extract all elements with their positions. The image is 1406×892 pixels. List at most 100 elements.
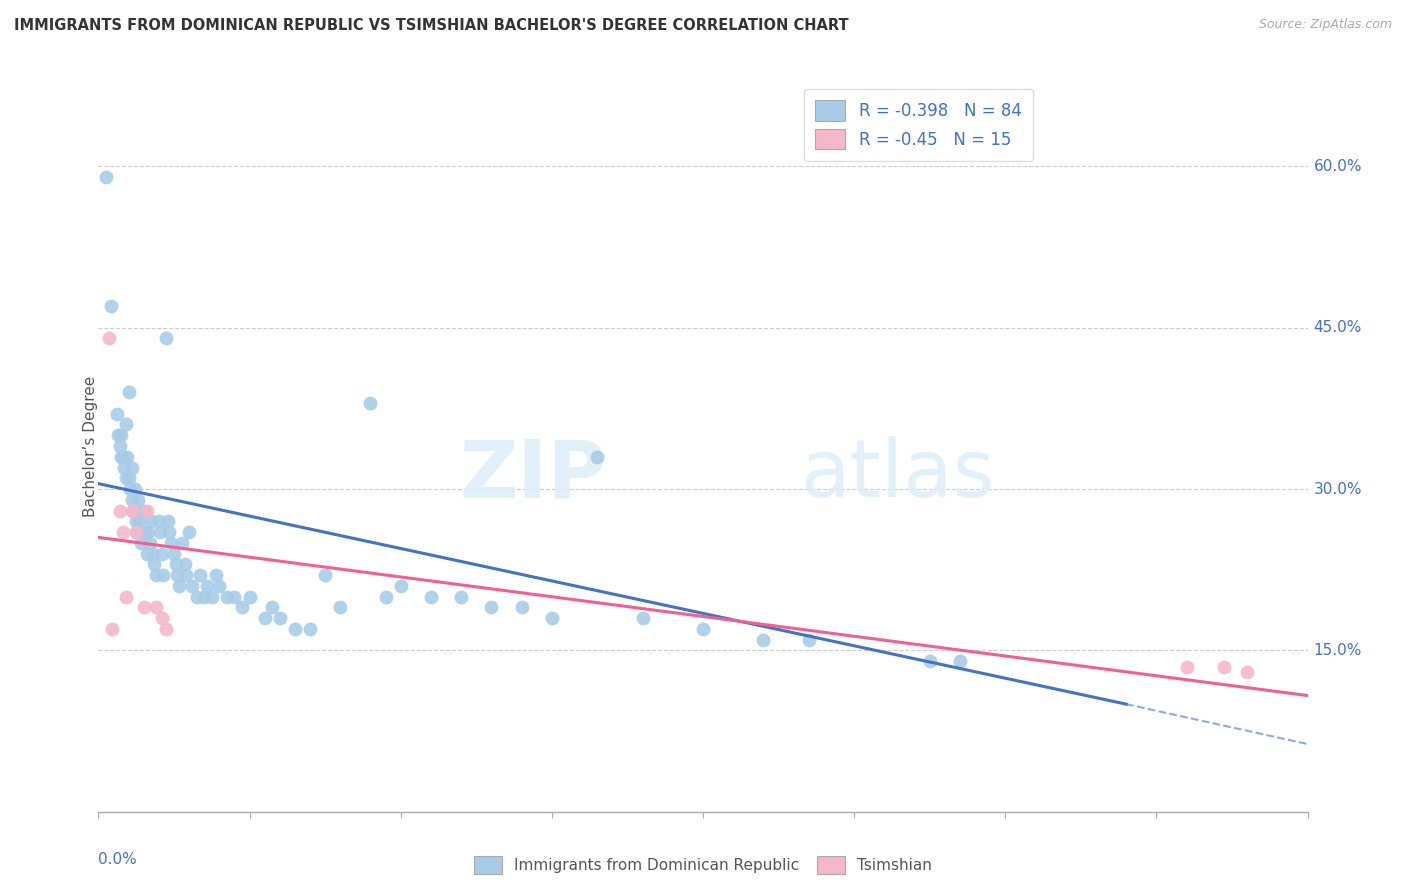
Text: 60.0%: 60.0% xyxy=(1313,159,1362,174)
Point xyxy=(150,611,173,625)
Point xyxy=(1175,659,1198,673)
Point xyxy=(797,632,820,647)
Point xyxy=(193,590,215,604)
Point xyxy=(239,590,262,604)
Point xyxy=(949,654,972,668)
Point xyxy=(149,524,172,539)
Point xyxy=(284,622,307,636)
Text: atlas: atlas xyxy=(800,436,994,515)
Point xyxy=(208,579,231,593)
Text: ZIP: ZIP xyxy=(458,436,606,515)
Point xyxy=(125,524,148,539)
Text: 0.0%: 0.0% xyxy=(98,852,138,867)
Point xyxy=(692,622,714,636)
Point xyxy=(115,450,138,464)
Point xyxy=(100,299,122,313)
Point xyxy=(231,600,253,615)
Point xyxy=(918,654,941,668)
Point xyxy=(155,622,177,636)
Point xyxy=(177,524,201,539)
Point xyxy=(167,579,190,593)
Point xyxy=(201,590,224,604)
Point xyxy=(107,428,129,442)
Point xyxy=(94,170,117,185)
Point xyxy=(110,428,132,442)
Point xyxy=(98,331,121,345)
Point xyxy=(121,460,143,475)
Point xyxy=(112,460,135,475)
Point xyxy=(389,579,412,593)
Point xyxy=(269,611,291,625)
Point xyxy=(139,536,162,550)
Point xyxy=(101,622,124,636)
Point xyxy=(163,547,186,561)
Point xyxy=(118,471,141,485)
Point xyxy=(143,558,166,572)
Point xyxy=(152,568,174,582)
Legend: Immigrants from Dominican Republic, Tsimshian: Immigrants from Dominican Republic, Tsim… xyxy=(468,850,938,880)
Point xyxy=(374,590,396,604)
Point xyxy=(129,536,152,550)
Point xyxy=(1236,665,1258,679)
Point xyxy=(128,514,150,528)
Point xyxy=(173,558,195,572)
Point xyxy=(188,568,211,582)
Point xyxy=(170,536,193,550)
Point xyxy=(419,590,441,604)
Point xyxy=(150,547,173,561)
Point xyxy=(145,600,167,615)
Point xyxy=(186,590,208,604)
Point xyxy=(125,503,148,517)
Point xyxy=(540,611,562,625)
Point xyxy=(253,611,276,625)
Point xyxy=(127,492,149,507)
Point xyxy=(135,547,157,561)
Point xyxy=(314,568,336,582)
Point xyxy=(134,524,156,539)
Point xyxy=(752,632,775,647)
Legend: R = -0.398   N = 84, R = -0.45   N = 15: R = -0.398 N = 84, R = -0.45 N = 15 xyxy=(804,88,1033,161)
Point xyxy=(121,492,143,507)
Point xyxy=(111,450,134,464)
Text: 45.0%: 45.0% xyxy=(1313,320,1362,335)
Point xyxy=(111,524,134,539)
Point xyxy=(145,568,167,582)
Text: Source: ZipAtlas.com: Source: ZipAtlas.com xyxy=(1258,18,1392,31)
Point xyxy=(132,503,155,517)
Point xyxy=(329,600,352,615)
Point xyxy=(118,385,141,400)
Point xyxy=(586,450,609,464)
Point xyxy=(155,331,177,345)
Point xyxy=(160,536,183,550)
Point xyxy=(125,514,148,528)
Point xyxy=(108,503,131,517)
Point xyxy=(110,450,132,464)
Point xyxy=(136,524,159,539)
Point xyxy=(181,579,204,593)
Text: 30.0%: 30.0% xyxy=(1313,482,1362,497)
Point xyxy=(450,590,472,604)
Point xyxy=(205,568,228,582)
Point xyxy=(299,622,322,636)
Point xyxy=(114,417,136,432)
Point xyxy=(631,611,654,625)
Point xyxy=(142,547,165,561)
Text: 15.0%: 15.0% xyxy=(1313,643,1362,658)
Point xyxy=(135,503,157,517)
Point xyxy=(166,568,188,582)
Point xyxy=(174,568,197,582)
Point xyxy=(1213,659,1236,673)
Point xyxy=(121,503,143,517)
Point xyxy=(114,471,136,485)
Point xyxy=(159,524,181,539)
Point xyxy=(105,407,128,421)
Point xyxy=(122,503,145,517)
Point xyxy=(141,514,163,528)
Y-axis label: Bachelor’s Degree: Bachelor’s Degree xyxy=(83,376,97,516)
Text: IMMIGRANTS FROM DOMINICAN REPUBLIC VS TSIMSHIAN BACHELOR'S DEGREE CORRELATION CH: IMMIGRANTS FROM DOMINICAN REPUBLIC VS TS… xyxy=(14,18,849,33)
Point xyxy=(156,514,179,528)
Point xyxy=(148,514,170,528)
Point xyxy=(132,600,155,615)
Point xyxy=(360,396,382,410)
Point xyxy=(224,590,246,604)
